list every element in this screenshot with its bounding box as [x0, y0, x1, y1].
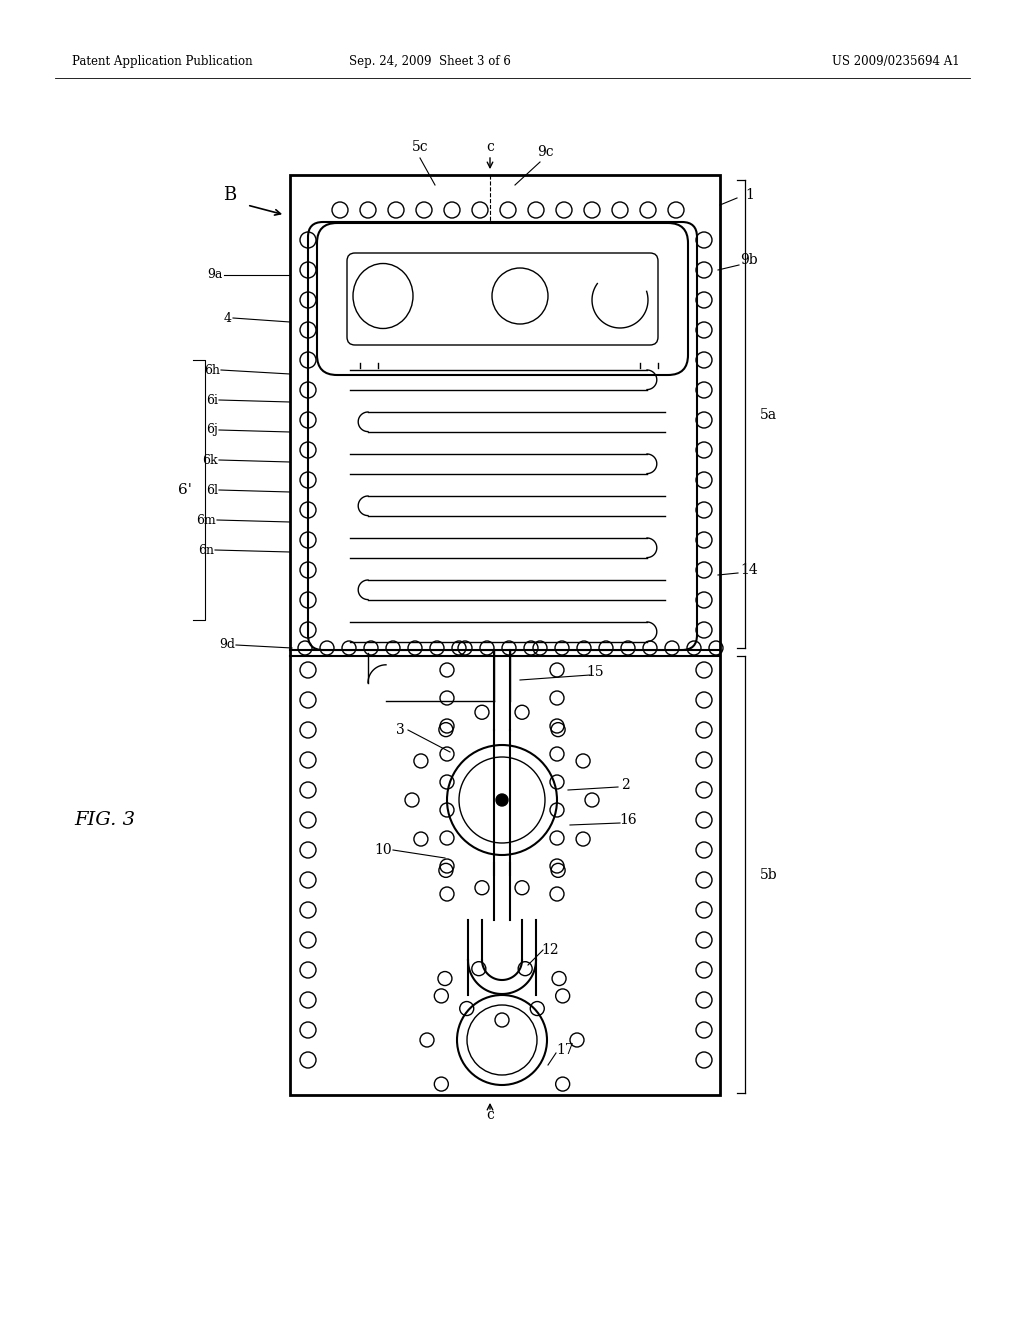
Bar — [290, 176, 720, 1096]
Text: 17: 17 — [556, 1043, 573, 1057]
Text: 9c: 9c — [537, 145, 553, 158]
Text: 4: 4 — [224, 312, 232, 325]
Text: 2: 2 — [621, 777, 630, 792]
Text: US 2009/0235694 A1: US 2009/0235694 A1 — [833, 55, 961, 69]
Text: 5b: 5b — [760, 869, 777, 882]
Text: 6l: 6l — [206, 483, 218, 496]
Text: Sep. 24, 2009  Sheet 3 of 6: Sep. 24, 2009 Sheet 3 of 6 — [349, 55, 511, 69]
FancyBboxPatch shape — [347, 253, 658, 345]
Text: 6m: 6m — [197, 513, 216, 527]
FancyBboxPatch shape — [308, 222, 697, 649]
Text: 1: 1 — [745, 187, 755, 202]
Text: c: c — [486, 1107, 494, 1122]
Text: 16: 16 — [620, 813, 637, 828]
Text: B: B — [223, 186, 237, 205]
Text: 6i: 6i — [206, 393, 218, 407]
Text: 6k: 6k — [203, 454, 218, 466]
Circle shape — [496, 795, 508, 807]
Text: 6h: 6h — [204, 363, 220, 376]
Text: 3: 3 — [395, 723, 404, 737]
Text: 9b: 9b — [740, 253, 758, 267]
Text: 10: 10 — [374, 843, 392, 857]
Text: c: c — [486, 140, 494, 154]
Text: Patent Application Publication: Patent Application Publication — [72, 55, 253, 69]
Text: 6j: 6j — [206, 424, 218, 437]
Text: 5c: 5c — [412, 140, 428, 154]
Text: 15: 15 — [586, 665, 604, 678]
FancyBboxPatch shape — [317, 223, 688, 375]
Text: 6n: 6n — [198, 544, 214, 557]
Text: 14: 14 — [740, 564, 758, 577]
Text: 9d: 9d — [219, 639, 234, 652]
Text: 6': 6' — [178, 483, 193, 498]
Text: FIG. 3: FIG. 3 — [75, 810, 135, 829]
Text: 9a: 9a — [208, 268, 223, 281]
Text: 5a: 5a — [760, 408, 777, 422]
Ellipse shape — [353, 264, 413, 329]
Text: 12: 12 — [542, 942, 559, 957]
